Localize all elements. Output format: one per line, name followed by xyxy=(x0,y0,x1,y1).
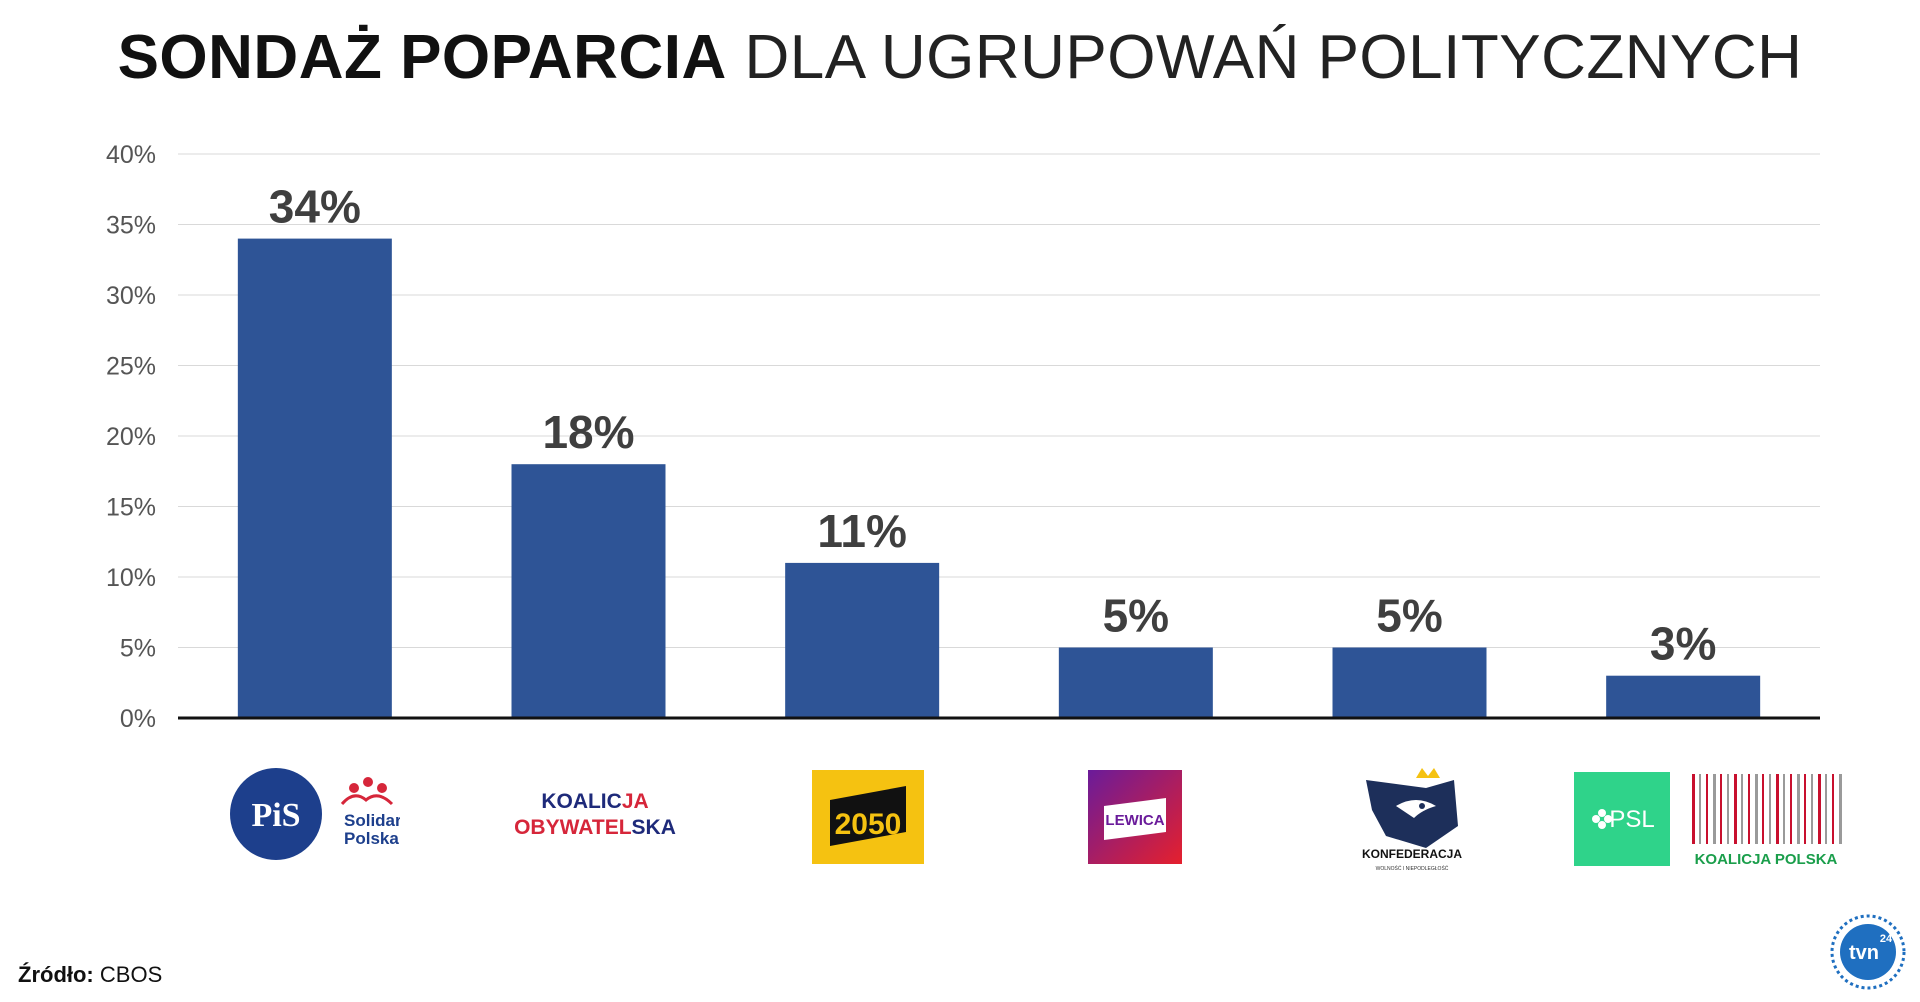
y-tick-label: 15% xyxy=(106,494,156,522)
pis-solidarna-text: Solidarna xyxy=(344,811,400,830)
pis-solidarna-polska-logo: PiS Solidarna Polska xyxy=(230,768,400,860)
koalicja-obywatelska-logo: KOALICJA OBYWATELSKA xyxy=(514,790,676,839)
data-label: 5% xyxy=(1376,590,1442,642)
stripe xyxy=(1811,774,1813,844)
stripe xyxy=(1699,774,1701,844)
stripe xyxy=(1783,774,1785,844)
stripe xyxy=(1727,774,1729,844)
tvn-24-text: 24 xyxy=(1880,933,1893,945)
koalicja-polska-logo: KOALICJA POLSKA xyxy=(1692,774,1842,868)
bar-chart: 0% 5% 10% 15% 20% 25% 30% 35% 40% 34% 18% 11% 5% 5% 3% xyxy=(106,141,1820,733)
p2050-text: 2050 xyxy=(835,808,902,841)
source-label: Źródło: xyxy=(18,962,94,987)
source-value: CBOS xyxy=(99,962,163,987)
bar xyxy=(1058,647,1213,718)
y-tick-label: 30% xyxy=(106,282,156,310)
y-tick-label: 5% xyxy=(120,635,156,663)
chart-title: SONDAŻ POPARCIA DLA UGRUPOWAŃ POLITYCZNY… xyxy=(0,22,1920,93)
lewica-text: LEWICA xyxy=(1105,812,1164,829)
data-label: 18% xyxy=(542,406,634,458)
tvn-text: tvn xyxy=(1849,942,1879,964)
bar xyxy=(511,464,666,718)
konf-text: KONFEDERACJA xyxy=(1362,847,1462,861)
stripe xyxy=(1776,774,1779,844)
konf-sub: WOLNOŚĆ I NIEPODLEGŁOŚĆ xyxy=(1376,864,1449,872)
stripe xyxy=(1797,774,1800,844)
stripe xyxy=(1720,774,1722,844)
data-label: 11% xyxy=(817,505,907,557)
data-label: 3% xyxy=(1650,618,1716,670)
koalicja-polska-text: KOALICJA POLSKA xyxy=(1695,851,1838,868)
stripe xyxy=(1755,774,1758,844)
title-bold: SONDAŻ POPARCIA xyxy=(117,23,727,92)
stripe xyxy=(1790,774,1792,844)
ko-line2: OBYWATELSKA xyxy=(514,816,676,839)
stripe xyxy=(1713,774,1716,844)
stripe xyxy=(1825,774,1827,844)
lewica-logo: LEWICA xyxy=(1088,770,1182,864)
stripe xyxy=(1818,774,1821,844)
bar xyxy=(1332,647,1487,718)
pis-mark: PiS xyxy=(251,797,300,834)
stripe xyxy=(1692,774,1695,844)
y-tick-label: 40% xyxy=(106,141,156,169)
stripe xyxy=(1741,774,1743,844)
data-label: 5% xyxy=(1103,590,1169,642)
stripe xyxy=(1804,774,1806,844)
ko-line1: KOALICJA xyxy=(541,790,648,813)
data-label: 34% xyxy=(269,181,361,233)
title-light: DLA UGRUPOWAŃ POLITYCZNYCH xyxy=(744,23,1803,92)
y-tick-label: 10% xyxy=(106,564,156,592)
bar xyxy=(237,238,392,718)
stripe xyxy=(1748,774,1750,844)
source-note: Źródło: CBOS xyxy=(18,962,162,988)
y-tick-label: 20% xyxy=(106,423,156,451)
psl-logo: PSL xyxy=(1574,772,1670,866)
stripe xyxy=(1734,774,1737,844)
pis-polska-text: Polska xyxy=(344,829,399,848)
stripe xyxy=(1706,774,1708,844)
stripe xyxy=(1839,774,1842,844)
koalicja-polska-stripes xyxy=(1692,774,1842,844)
stripe xyxy=(1769,774,1771,844)
y-tick-label: 35% xyxy=(106,212,156,240)
bar xyxy=(785,562,940,718)
stripe xyxy=(1832,774,1834,844)
tvn24-logo: tvn 24 xyxy=(1830,914,1906,990)
konfederacja-logo: KONFEDERACJA WOLNOŚĆ I NIEPODLEGŁOŚĆ xyxy=(1362,768,1462,872)
stripe xyxy=(1762,774,1764,844)
psl-text: PSL xyxy=(1609,806,1654,833)
polska-2050-logo: 2050 xyxy=(812,770,924,864)
y-tick-label: 0% xyxy=(120,705,156,733)
y-tick-label: 25% xyxy=(106,353,156,381)
bar xyxy=(1606,675,1761,718)
